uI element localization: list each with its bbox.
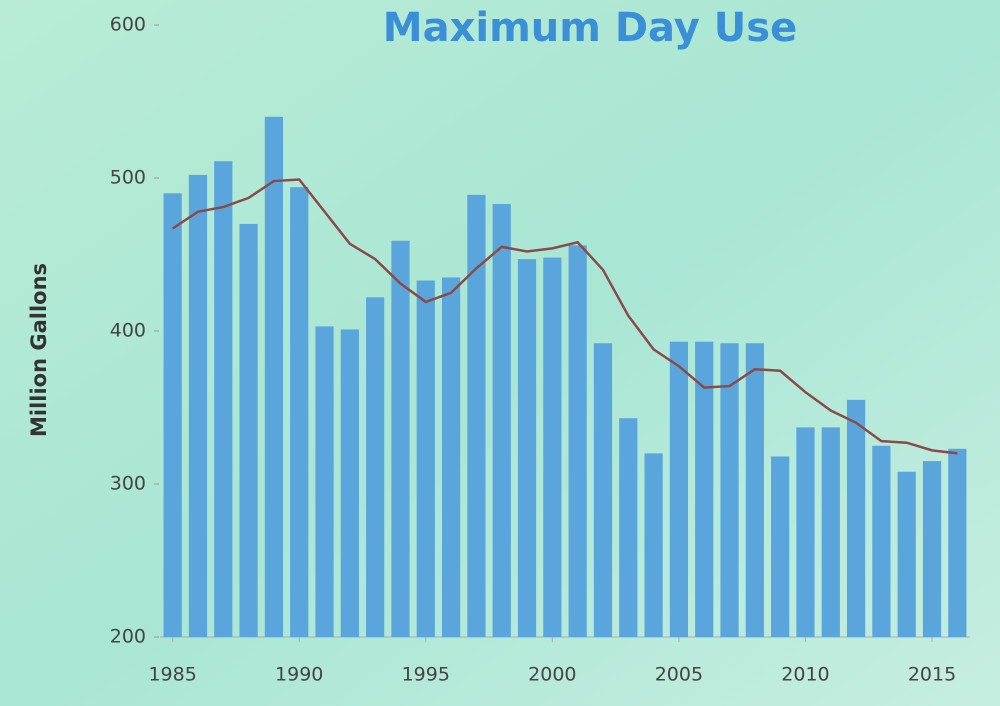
x-tick-label: 1985 — [148, 664, 196, 686]
bar — [442, 277, 460, 637]
bar — [189, 175, 207, 637]
bar — [366, 297, 384, 637]
bar — [518, 259, 536, 637]
bar — [923, 461, 941, 637]
x-tick-label: 2010 — [781, 664, 829, 686]
bar — [822, 427, 840, 637]
bar — [948, 449, 966, 637]
chart: Maximum Day Use Million Gallons 200 300 40… — [0, 0, 1000, 706]
y-tick-label: 400 — [110, 320, 146, 342]
bar — [391, 241, 409, 637]
bar — [746, 343, 764, 637]
bar — [315, 326, 333, 637]
page: {"chart_data": {"type": "bar", "title": … — [0, 0, 1000, 706]
x-tick-label: 2005 — [655, 664, 703, 686]
bar — [467, 195, 485, 637]
bar — [594, 343, 612, 637]
x-tick-label: 1995 — [402, 664, 450, 686]
bar — [417, 281, 435, 637]
bar — [670, 342, 688, 637]
bar — [569, 245, 587, 637]
bar — [543, 258, 561, 637]
bar — [872, 446, 890, 637]
bar — [644, 453, 662, 637]
bar — [898, 472, 916, 637]
x-tick-label: 2015 — [908, 664, 956, 686]
y-tick-label: 300 — [110, 473, 146, 495]
bar — [771, 456, 789, 637]
bar — [341, 329, 359, 637]
x-tick-label: 1990 — [275, 664, 323, 686]
bar — [290, 187, 308, 637]
bar — [847, 400, 865, 637]
y-tick-label: 200 — [110, 626, 146, 648]
y-tick-label: 600 — [110, 14, 146, 36]
bar — [164, 193, 182, 637]
y-axis-label: Million Gallons — [27, 263, 51, 437]
bar — [214, 161, 232, 637]
chart-title: Maximum Day Use — [383, 5, 797, 51]
bar — [265, 117, 283, 637]
bar — [796, 427, 814, 637]
bar — [239, 224, 257, 637]
x-tick-label: 2000 — [528, 664, 576, 686]
bar — [619, 418, 637, 637]
bar — [493, 204, 511, 637]
y-tick-label: 500 — [110, 167, 146, 189]
